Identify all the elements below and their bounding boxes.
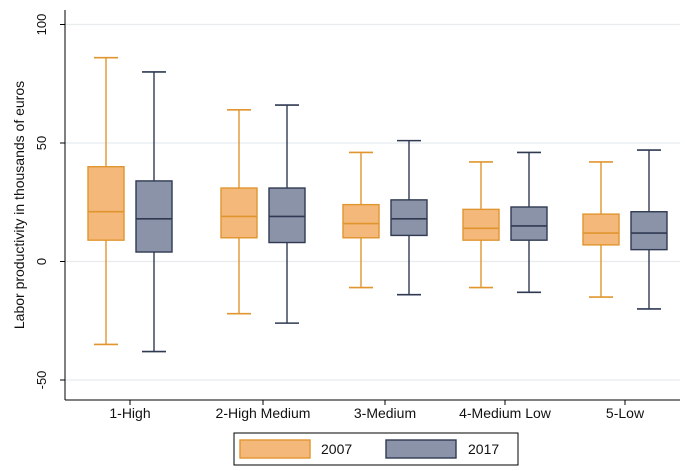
y-ticks: -50 0 50 100 <box>34 14 65 390</box>
box-group <box>390 139 428 296</box>
x-tick-label: 3-Medium <box>354 405 416 421</box>
legend: 2007 2017 <box>233 432 519 466</box>
box-group <box>462 161 500 289</box>
axes <box>64 10 680 401</box>
x-ticks: 1-High 2-High Medium 3-Medium 4-Medium Low 5… <box>109 400 645 421</box>
box-iqr <box>462 208 500 241</box>
box-group <box>268 104 306 324</box>
legend-swatch <box>385 439 457 459</box>
x-tick-label: 5-Low <box>606 405 645 421</box>
box-iqr <box>342 203 380 239</box>
legend-label: 2017 <box>468 441 499 457</box>
box-iqr <box>220 187 258 239</box>
boxes <box>87 56 668 353</box>
box-group <box>220 109 258 315</box>
box-group <box>510 151 548 294</box>
box-group <box>582 161 620 298</box>
y-tick-label: 50 <box>34 136 49 150</box>
y-tick-label: 100 <box>34 14 49 36</box>
box-iqr <box>390 199 428 237</box>
box-group <box>135 71 173 353</box>
box-iqr <box>630 211 668 251</box>
box-iqr <box>268 187 306 244</box>
box-iqr <box>582 213 620 246</box>
x-tick-label: 4-Medium Low <box>459 405 552 421</box>
x-tick-label: 2-High Medium <box>216 405 311 421</box>
y-tick-label: 0 <box>34 258 49 265</box>
box-group <box>342 151 380 289</box>
box-group <box>87 56 125 346</box>
box-iqr <box>135 180 173 253</box>
gridlines <box>65 23 680 381</box>
legend-swatch <box>239 439 311 459</box>
box-iqr <box>87 165 125 241</box>
y-tick-label: -50 <box>34 371 49 390</box>
legend-label: 2007 <box>321 441 352 457</box>
x-tick-label: 1-High <box>109 405 150 421</box>
box-group <box>630 149 668 310</box>
y-axis-label: Labor productivity in thousands of euros <box>11 81 27 329</box>
box-iqr <box>510 206 548 241</box>
